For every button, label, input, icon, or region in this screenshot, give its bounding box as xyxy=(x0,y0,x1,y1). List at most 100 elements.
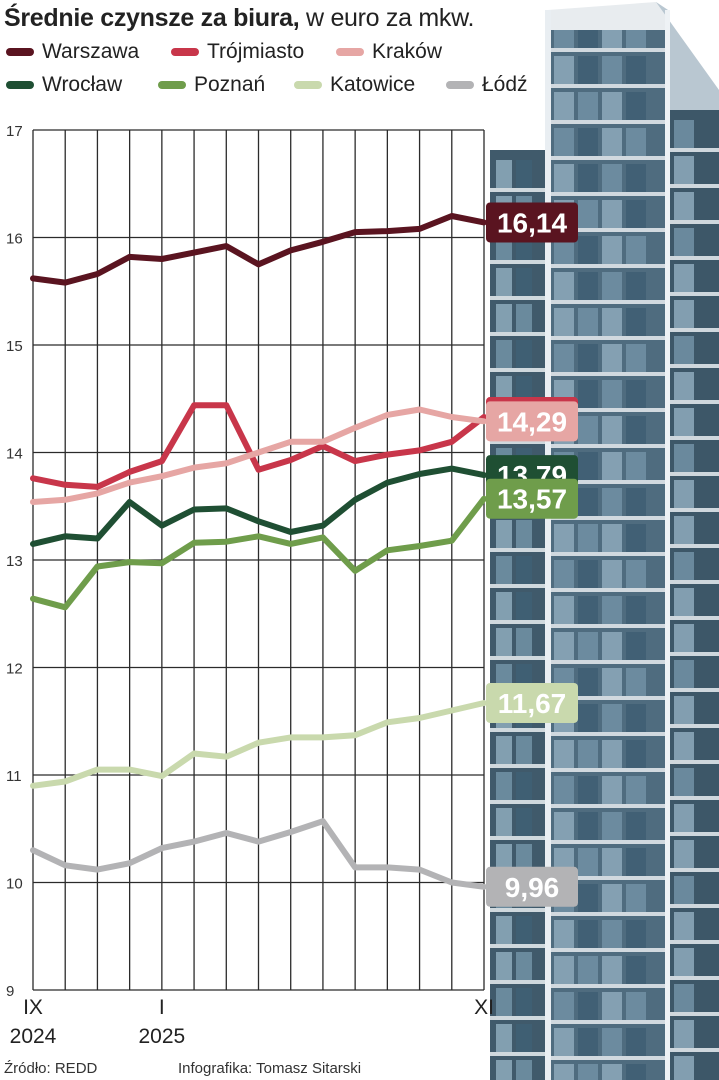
tower-floor-band xyxy=(548,552,668,556)
tower-window xyxy=(602,164,622,192)
tower-floor-band xyxy=(668,652,719,656)
tower-floor-band xyxy=(548,948,668,952)
tower-floor-band xyxy=(668,580,719,584)
tower-window xyxy=(578,668,598,696)
tower-window xyxy=(578,164,598,192)
tower-floor-band xyxy=(668,400,719,404)
tower-window xyxy=(496,556,512,584)
tower-window xyxy=(674,444,694,472)
tower-window xyxy=(578,236,598,264)
tower-window xyxy=(602,128,622,156)
tower-window xyxy=(626,92,646,120)
tower-window xyxy=(554,308,574,336)
tower-window xyxy=(496,988,512,1016)
tower-window xyxy=(578,452,598,480)
tower-window xyxy=(578,380,598,408)
tower-window xyxy=(602,992,622,1020)
end-label-box xyxy=(486,866,578,907)
tower-floor-band xyxy=(490,1016,552,1020)
tower-window xyxy=(602,1064,622,1080)
tower-window xyxy=(516,592,532,620)
tower-floor-band xyxy=(490,836,552,840)
tower-window xyxy=(602,884,622,912)
tower-floor-band xyxy=(490,260,552,264)
legend-swatch xyxy=(6,81,34,89)
tower-floor-band xyxy=(548,1020,668,1024)
tower-window xyxy=(674,876,694,904)
legend-row-2: Wrocław Poznań Katowice Łódź xyxy=(6,73,546,101)
tower-window xyxy=(554,236,574,264)
tower-floor-band xyxy=(548,156,668,160)
series-line-trójmiasto xyxy=(30,402,487,490)
tower-floor-band xyxy=(548,192,668,196)
tower-window xyxy=(674,912,694,940)
tower-window xyxy=(602,92,622,120)
building-illustration xyxy=(490,2,719,1080)
tower-window xyxy=(674,1020,694,1048)
tower-floor-band xyxy=(548,336,668,340)
tower-window xyxy=(496,844,512,872)
legend-label: Katowice xyxy=(330,73,416,96)
tower-window xyxy=(626,812,646,840)
tower-edge xyxy=(665,10,670,1080)
tower-floor-band xyxy=(548,84,668,88)
tower-window xyxy=(516,808,532,836)
end-label-łódź: 9,96 xyxy=(486,866,578,907)
tower-window xyxy=(578,740,598,768)
legend-item: Warszawa xyxy=(6,40,139,64)
y-tick-label: 10 xyxy=(6,876,23,893)
tower-window xyxy=(626,992,646,1020)
tower-window xyxy=(602,56,622,84)
tower-window xyxy=(496,808,512,836)
tower-window xyxy=(674,840,694,868)
tower-window xyxy=(626,344,646,372)
legend-label: Łódź xyxy=(482,73,528,96)
tower-window xyxy=(578,956,598,984)
tower-window xyxy=(626,920,646,948)
tower-floor-band xyxy=(548,624,668,628)
tower-window xyxy=(578,920,598,948)
legend-swatch xyxy=(158,81,186,89)
tower-window xyxy=(578,776,598,804)
tower-window xyxy=(554,776,574,804)
legend-swatch xyxy=(6,48,34,56)
tower-floor-band xyxy=(490,548,552,552)
tower-window xyxy=(674,948,694,976)
tower-window xyxy=(626,56,646,84)
tower-floor-band xyxy=(668,256,719,260)
tower-floor-band xyxy=(548,120,668,124)
tower-window xyxy=(554,812,574,840)
x-tick-label: XI xyxy=(474,996,494,1019)
tower-window xyxy=(674,696,694,724)
tower-floor-band xyxy=(668,976,719,980)
end-label-poznań: 13,57 xyxy=(486,478,578,519)
tower-window xyxy=(496,736,512,764)
tower-window xyxy=(496,772,512,800)
tower-window xyxy=(578,1064,598,1080)
tower-floor-band xyxy=(490,620,552,624)
tower-window xyxy=(496,1060,512,1080)
end-label-katowice: 11,67 xyxy=(486,682,578,723)
tower-window xyxy=(626,1028,646,1056)
tower-window xyxy=(516,556,532,584)
legend-swatch xyxy=(294,81,322,89)
tower-floor-band xyxy=(548,876,668,880)
tower-window xyxy=(674,192,694,220)
tower-window xyxy=(554,992,574,1020)
series-line-warszawa xyxy=(30,213,487,286)
tower-window xyxy=(626,236,646,264)
tower-window xyxy=(626,740,646,768)
tower-floor-band xyxy=(668,832,719,836)
tower-window xyxy=(578,200,598,228)
tower-floor-band xyxy=(668,616,719,620)
tower-window xyxy=(674,732,694,760)
end-value-label: 9,96 xyxy=(505,872,560,903)
end-label-box xyxy=(486,682,578,723)
y-tick-label: 16 xyxy=(6,231,23,248)
tower-window xyxy=(578,92,598,120)
tower-window xyxy=(516,844,532,872)
tower-window xyxy=(674,300,694,328)
tower-window xyxy=(626,668,646,696)
tower-window xyxy=(602,236,622,264)
tower-window xyxy=(516,340,532,368)
